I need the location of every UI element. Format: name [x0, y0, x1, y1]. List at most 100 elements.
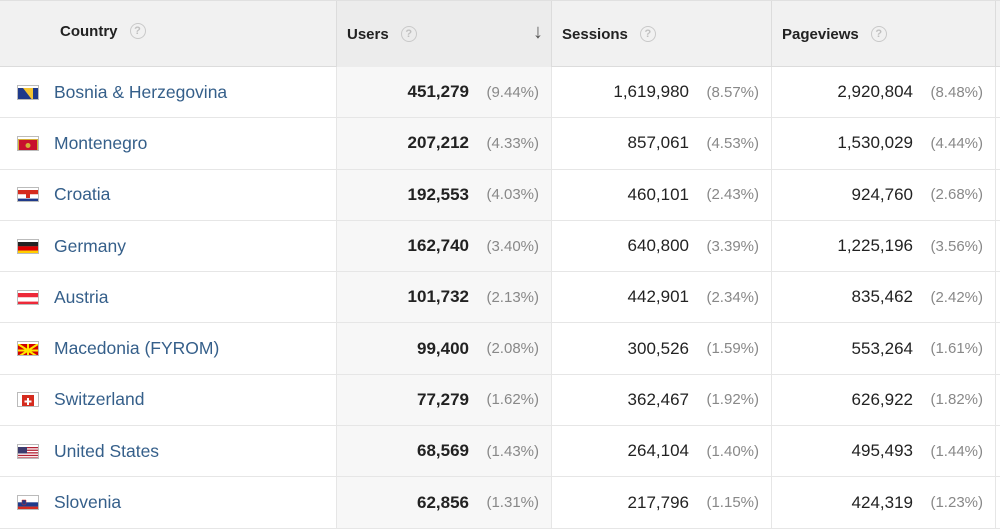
- pageviews-percent: (3.56%): [930, 237, 983, 255]
- sessions-percent: (8.57%): [706, 83, 759, 101]
- users-percent: (9.44%): [486, 83, 539, 101]
- country-cell: Switzerland: [0, 374, 337, 427]
- sessions-percent: (2.43%): [706, 186, 759, 204]
- pageviews-percent: (1.82%): [930, 391, 983, 409]
- table-row: United States 68,569 (1.43%) 264,104 (1.…: [0, 426, 1000, 478]
- users-value: 451,279: [407, 82, 469, 102]
- pageviews-percent: (1.23%): [930, 494, 983, 512]
- sessions-value: 362,467: [627, 389, 689, 409]
- country-cell: United States: [0, 426, 337, 478]
- pageviews-percent: (8.48%): [930, 83, 983, 101]
- users-cell: 77,279 (1.62%): [337, 374, 552, 427]
- users-value: 207,212: [407, 133, 469, 153]
- help-icon[interactable]: ?: [639, 26, 656, 42]
- pageviews-cell: 924,760 (2.68%): [772, 169, 996, 221]
- header-filler: [996, 1, 1000, 67]
- users-value: 101,732: [407, 287, 469, 307]
- column-header-pageviews[interactable]: Pageviews ?: [772, 1, 996, 67]
- row-filler: [996, 323, 1000, 375]
- pageviews-cell: 835,462 (2.42%): [772, 272, 996, 324]
- sort-descending-icon[interactable]: ↓: [533, 21, 543, 43]
- sessions-cell: 442,901 (2.34%): [552, 272, 772, 324]
- pageviews-value: 495,493: [851, 441, 913, 461]
- users-cell: 451,279 (9.44%): [337, 67, 552, 119]
- country-link[interactable]: Slovenia: [54, 492, 122, 513]
- users-percent: (4.03%): [486, 186, 539, 204]
- table-row: Macedonia (FYROM) 99,400 (2.08%) 300,526…: [0, 323, 1000, 375]
- pageviews-cell: 1,530,029 (4.44%): [772, 118, 996, 170]
- row-filler: [996, 118, 1000, 170]
- column-header-country-label: Country: [60, 23, 118, 40]
- pageviews-cell: 424,319 (1.23%): [772, 477, 996, 529]
- bosnia-flag-icon: [17, 84, 39, 100]
- pageviews-value: 1,225,196: [837, 236, 913, 256]
- austria-flag-icon: [17, 289, 39, 305]
- country-link[interactable]: Switzerland: [54, 389, 145, 410]
- table-body: Bosnia & Herzegovina 451,279 (9.44%) 1,6…: [0, 67, 1000, 529]
- country-link[interactable]: Bosnia & Herzegovina: [54, 81, 228, 102]
- country-link[interactable]: United States: [54, 440, 160, 461]
- pageviews-value: 553,264: [851, 338, 913, 358]
- pageviews-percent: (2.68%): [930, 186, 983, 204]
- help-icon[interactable]: ?: [870, 26, 887, 42]
- row-filler: [996, 67, 1000, 119]
- sessions-value: 640,800: [627, 236, 689, 256]
- country-link[interactable]: Germany: [54, 235, 126, 256]
- sessions-cell: 640,800 (3.39%): [552, 220, 772, 273]
- sessions-value: 857,061: [627, 133, 689, 153]
- country-link[interactable]: Macedonia (FYROM): [54, 338, 220, 359]
- column-header-sessions-label: Sessions: [562, 25, 628, 43]
- table-row: Bosnia & Herzegovina 451,279 (9.44%) 1,6…: [0, 67, 1000, 119]
- pageviews-value: 2,920,804: [837, 82, 913, 102]
- pageviews-cell: 495,493 (1.44%): [772, 426, 996, 478]
- country-cell: Montenegro: [0, 118, 337, 170]
- users-percent: (2.08%): [486, 340, 539, 358]
- table-row: Austria 101,732 (2.13%) 442,901 (2.34%) …: [0, 272, 1000, 324]
- column-header-users-label: Users: [347, 25, 389, 43]
- users-value: 68,569: [417, 441, 469, 461]
- row-filler: [996, 221, 1000, 273]
- users-percent: (1.62%): [486, 391, 539, 409]
- pageviews-value: 1,530,029: [837, 133, 913, 153]
- help-icon[interactable]: ?: [129, 23, 146, 39]
- users-percent: (1.31%): [486, 494, 539, 512]
- sessions-value: 264,104: [627, 441, 689, 461]
- help-icon[interactable]: ?: [400, 26, 417, 42]
- country-link[interactable]: Montenegro: [54, 132, 148, 153]
- row-filler: [996, 426, 1000, 478]
- sessions-cell: 217,796 (1.15%): [552, 477, 772, 529]
- column-header-users[interactable]: Users ? ↓: [337, 1, 552, 67]
- sessions-value: 217,796: [627, 492, 689, 512]
- column-header-sessions[interactable]: Sessions ?: [552, 1, 772, 67]
- country-link[interactable]: Croatia: [54, 184, 111, 205]
- users-percent: (1.43%): [486, 442, 539, 460]
- sessions-percent: (4.53%): [706, 134, 759, 152]
- pageviews-percent: (2.42%): [930, 288, 983, 306]
- column-header-pageviews-label: Pageviews: [782, 25, 859, 43]
- users-cell: 101,732 (2.13%): [337, 272, 552, 324]
- germany-flag-icon: [17, 238, 39, 254]
- users-cell: 99,400 (2.08%): [337, 323, 552, 375]
- table-row: Switzerland 77,279 (1.62%) 362,467 (1.92…: [0, 374, 1000, 427]
- table-row: Montenegro 207,212 (4.33%) 857,061 (4.53…: [0, 118, 1000, 170]
- country-cell: Germany: [0, 220, 337, 273]
- sessions-percent: (3.39%): [706, 237, 759, 255]
- country-link[interactable]: Austria: [54, 286, 109, 307]
- country-cell: Slovenia: [0, 477, 337, 529]
- users-percent: (4.33%): [486, 134, 539, 152]
- users-percent: (3.40%): [486, 237, 539, 255]
- sessions-value: 442,901: [627, 287, 689, 307]
- sessions-value: 1,619,980: [613, 82, 689, 102]
- macedonia-flag-icon: [17, 341, 39, 357]
- users-cell: 207,212 (4.33%): [337, 118, 552, 170]
- sessions-value: 300,526: [627, 338, 689, 358]
- column-header-country[interactable]: Country ?: [0, 1, 337, 67]
- users-cell: 68,569 (1.43%): [337, 426, 552, 478]
- row-filler: [996, 170, 1000, 221]
- users-value: 77,279: [417, 389, 469, 409]
- country-cell: Bosnia & Herzegovina: [0, 67, 337, 119]
- row-filler: [996, 477, 1000, 529]
- pageviews-value: 424,319: [851, 492, 913, 512]
- pageviews-value: 924,760: [851, 184, 913, 204]
